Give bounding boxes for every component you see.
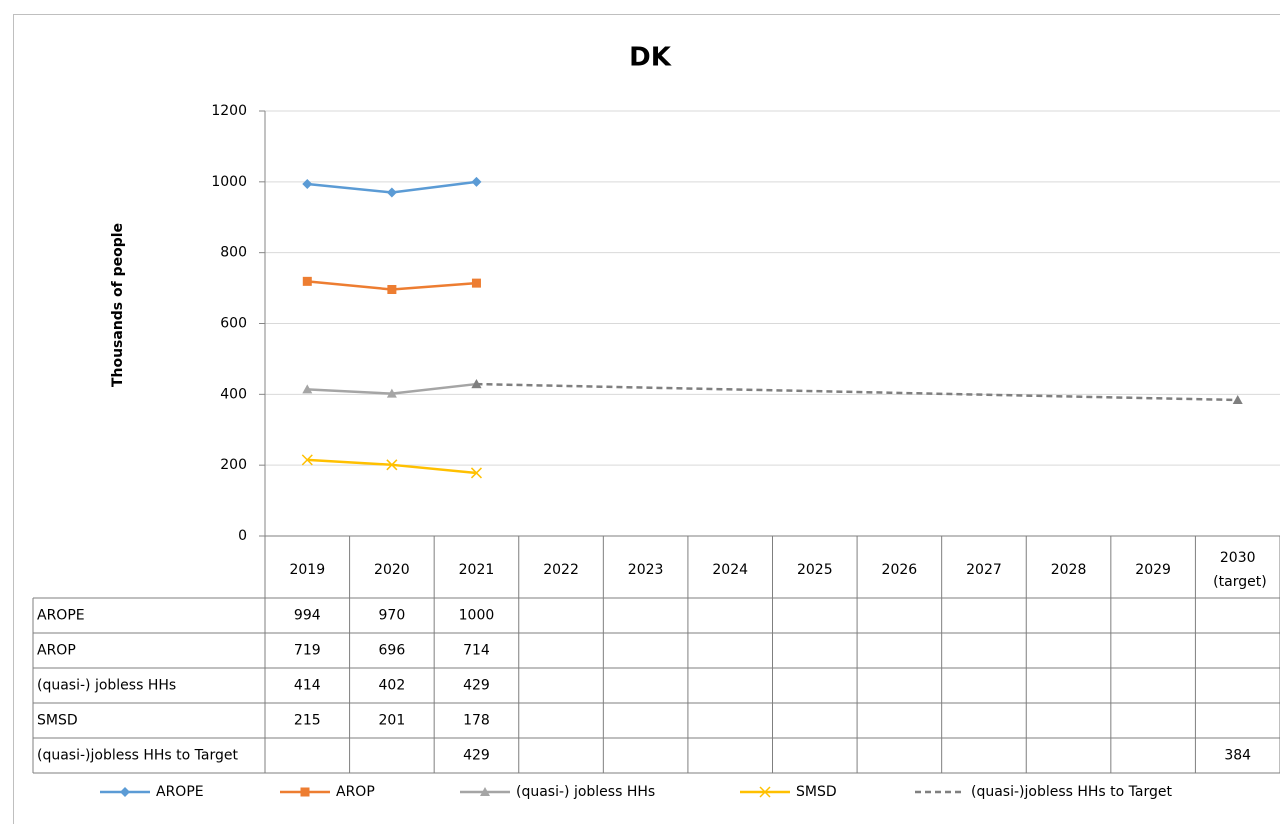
table-cell: 178: [463, 713, 490, 729]
table-cell: 970: [379, 608, 406, 624]
legend-label: SMSD: [796, 784, 837, 800]
line-segment: [307, 280, 392, 291]
marker: [386, 187, 397, 198]
legend-marker: [120, 787, 130, 797]
marker: [470, 467, 482, 479]
y-tick-label: 1200: [211, 103, 247, 119]
table-cell: 201: [379, 713, 406, 729]
legend-label: AROPE: [156, 784, 204, 800]
marker: [471, 278, 481, 288]
y-tick-label: 200: [220, 457, 247, 473]
table-cell: 429: [463, 748, 490, 764]
legend-marker: [480, 787, 490, 796]
line-segment: [307, 388, 392, 395]
marker: [386, 388, 397, 398]
table-row-label: AROPE: [37, 608, 85, 624]
table-row-label: SMSD: [37, 713, 78, 729]
x-tick-label: 2028: [1051, 562, 1087, 578]
x-tick-label: 2024: [712, 562, 748, 578]
legend-marker: [759, 786, 771, 798]
line-segment: [307, 458, 392, 467]
legend-marker: [300, 787, 310, 797]
x-tick-label: 2027: [966, 562, 1002, 578]
line-segment: [391, 281, 477, 291]
line-segment: [391, 382, 477, 395]
marker: [471, 176, 482, 187]
marker: [387, 285, 397, 294]
table-cell: 1000: [459, 608, 495, 624]
x-tick-label: 2020: [374, 562, 410, 578]
table-row-label: (quasi-)jobless HHs to Target: [37, 748, 239, 764]
table-cell: 696: [379, 643, 406, 659]
marker: [302, 178, 313, 189]
legend-label: (quasi-) jobless HHs: [516, 784, 655, 800]
marker: [301, 454, 313, 466]
x-tick-label: 2022: [543, 562, 579, 578]
y-tick-label: 0: [238, 528, 247, 544]
y-tick-label: 1000: [211, 174, 247, 190]
table-row-label: AROP: [37, 643, 76, 659]
line-segment: [391, 180, 477, 194]
table-row-label: (quasi-) jobless HHs: [37, 678, 176, 694]
y-tick-label: 600: [220, 316, 247, 332]
marker: [302, 384, 313, 394]
table-cell: 402: [379, 678, 406, 694]
table-cell: 215: [294, 713, 321, 729]
x-tick-label: 2023: [628, 562, 664, 578]
marker: [471, 379, 482, 389]
table-cell: 414: [294, 678, 321, 694]
x-tick-label: 2021: [459, 562, 495, 578]
x-tick-label: 2019: [289, 562, 325, 578]
chart-border: [13, 14, 1280, 824]
legend-label: AROP: [336, 784, 375, 800]
x-tick-label: 2029: [1135, 562, 1171, 578]
table-cell: 429: [463, 678, 490, 694]
line-segment: [307, 182, 392, 194]
x-tick-label: 2025: [797, 562, 833, 578]
table-cell: 384: [1224, 748, 1251, 764]
table-cell: 719: [294, 643, 321, 659]
x-tick-label: 2030 (target): [1209, 550, 1267, 590]
y-tick-label: 400: [220, 386, 247, 402]
x-tick-label: 2026: [882, 562, 918, 578]
table-cell: 714: [463, 643, 490, 659]
marker: [1232, 395, 1243, 404]
line-segment: [391, 463, 477, 475]
legend-label: (quasi-)jobless HHs to Target: [971, 784, 1173, 800]
table-cell: 994: [294, 608, 321, 624]
y-tick-label: 800: [220, 245, 247, 261]
line-segment: [476, 382, 1238, 402]
marker: [386, 459, 398, 471]
marker: [302, 276, 312, 286]
y-axis-title: Thousands of people: [110, 223, 126, 387]
chart-title: DK: [629, 43, 672, 73]
